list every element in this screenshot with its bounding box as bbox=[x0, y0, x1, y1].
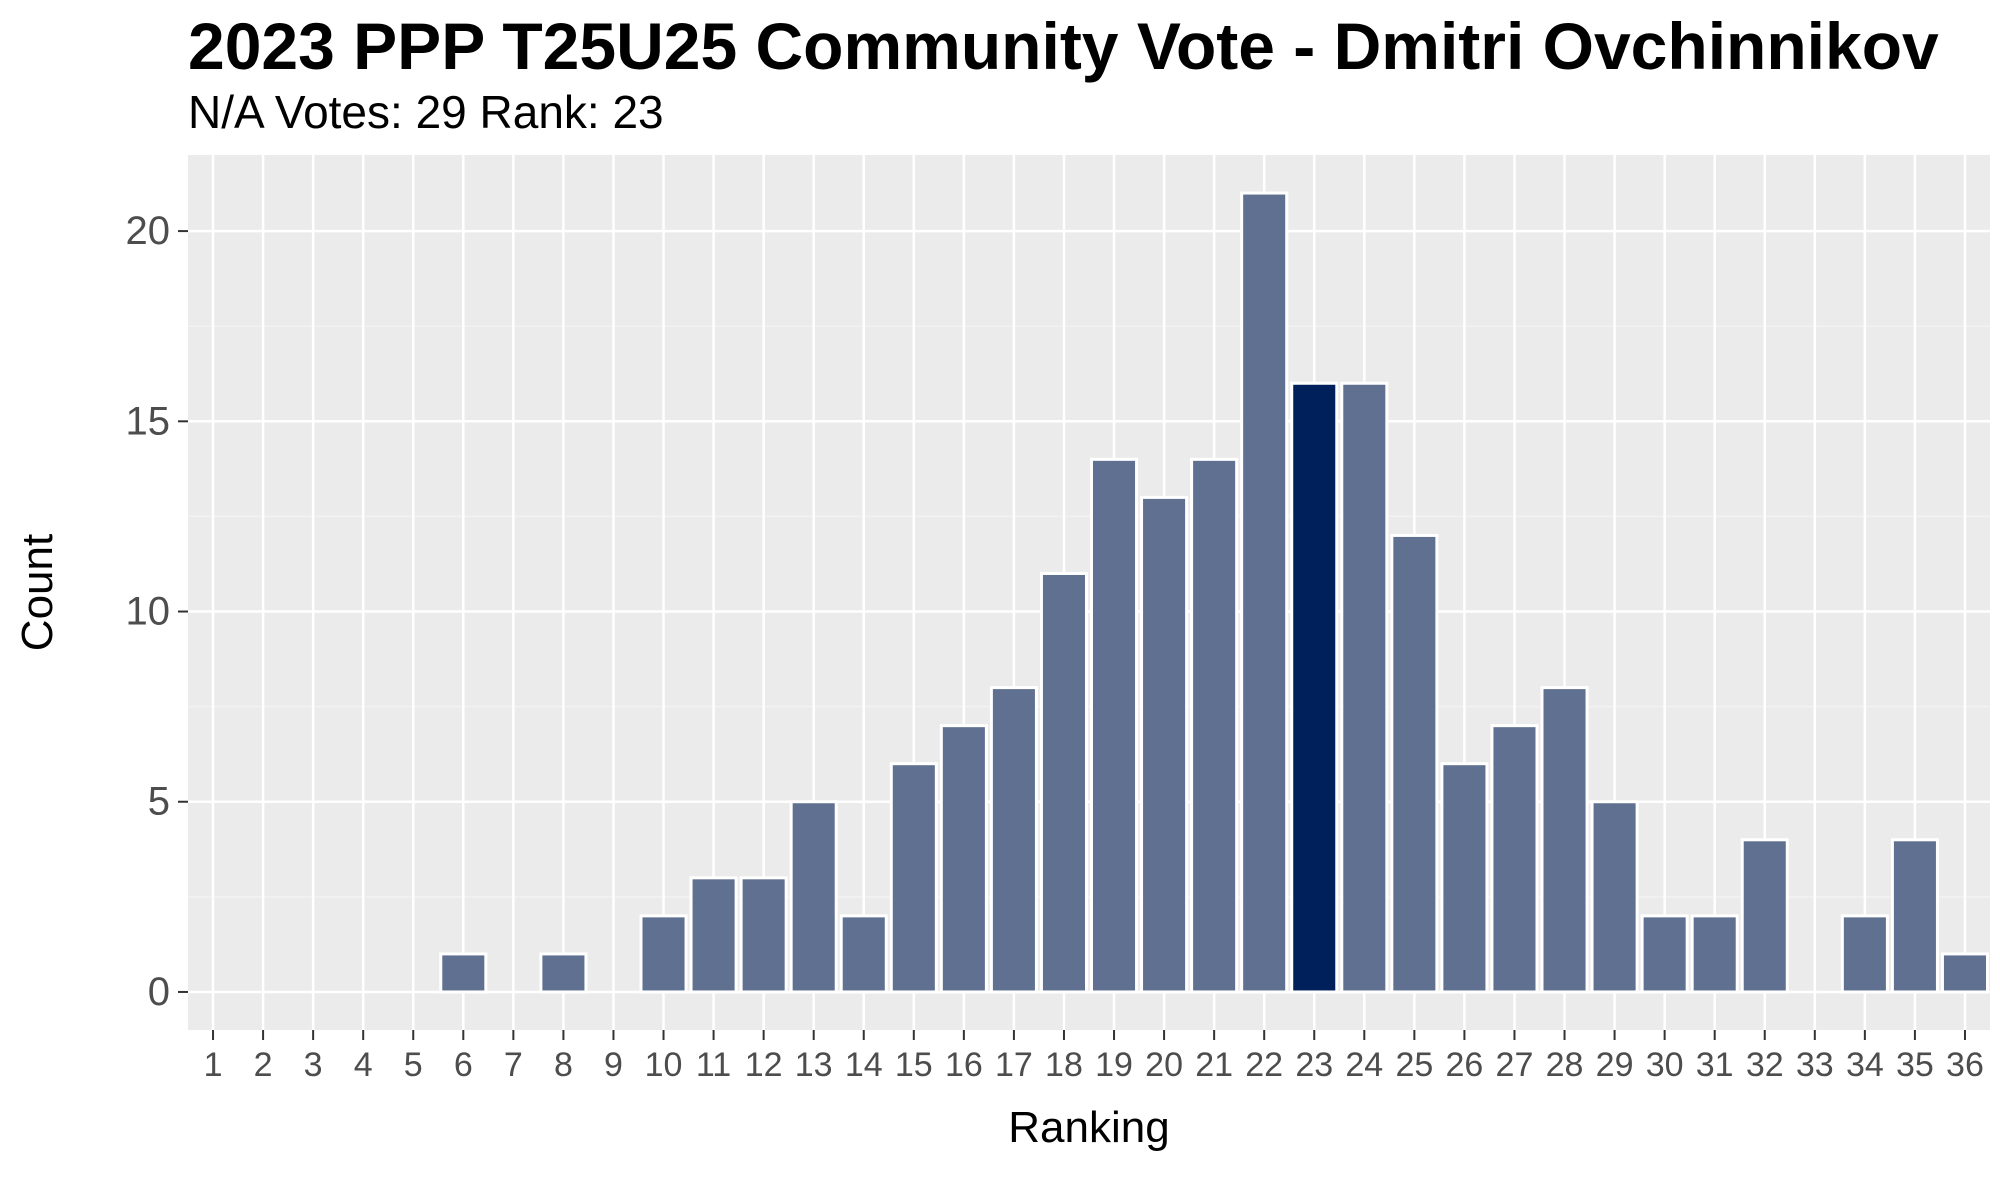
x-tick-label: 21 bbox=[1195, 1046, 1233, 1084]
y-axis-title: Count bbox=[13, 534, 62, 651]
bar bbox=[839, 914, 888, 994]
x-tick-label: 25 bbox=[1395, 1046, 1433, 1084]
x-tick-label: 36 bbox=[1946, 1046, 1984, 1084]
x-tick-label: 4 bbox=[354, 1046, 373, 1084]
x-tick-label: 30 bbox=[1646, 1046, 1684, 1084]
x-tick-label: 3 bbox=[304, 1046, 323, 1084]
x-tick-label: 29 bbox=[1596, 1046, 1634, 1084]
y-tick-label: 15 bbox=[126, 399, 171, 443]
bar bbox=[1590, 800, 1639, 994]
bar bbox=[539, 952, 588, 994]
x-tick-label: 24 bbox=[1345, 1046, 1383, 1084]
x-tick-label: 22 bbox=[1245, 1046, 1283, 1084]
chart-title: 2023 PPP T25U25 Community Vote - Dmitri … bbox=[188, 9, 1939, 83]
x-axis: 1 2 3 4 5 6 7 8 9 10 11 12 13 14 15 16 17 18 19 20 21 22 23 24 2… bbox=[204, 1030, 1984, 1084]
x-tick-label: 20 bbox=[1145, 1046, 1183, 1084]
x-tick-label: 10 bbox=[645, 1046, 683, 1084]
bar bbox=[889, 762, 938, 994]
bar bbox=[1540, 686, 1589, 994]
x-tick-label: 9 bbox=[604, 1046, 623, 1084]
x-tick-label: 28 bbox=[1546, 1046, 1584, 1084]
x-tick-label: 5 bbox=[404, 1046, 423, 1084]
x-tick-label: 12 bbox=[745, 1046, 783, 1084]
y-tick-label: 20 bbox=[126, 209, 171, 253]
bar bbox=[1640, 914, 1689, 994]
bar bbox=[989, 686, 1038, 994]
x-tick-label: 35 bbox=[1896, 1046, 1934, 1084]
bar bbox=[1039, 571, 1088, 994]
bar bbox=[1240, 191, 1289, 994]
bar bbox=[1090, 457, 1139, 994]
y-tick-label: 0 bbox=[148, 970, 170, 1014]
x-tick-label: 32 bbox=[1746, 1046, 1784, 1084]
x-tick-label: 6 bbox=[454, 1046, 473, 1084]
x-tick-label: 13 bbox=[795, 1046, 833, 1084]
x-tick-label: 33 bbox=[1796, 1046, 1834, 1084]
x-tick-label: 7 bbox=[504, 1046, 523, 1084]
x-tick-label: 27 bbox=[1496, 1046, 1534, 1084]
chart-subtitle: N/A Votes: 29 Rank: 23 bbox=[188, 86, 664, 138]
x-tick-label: 14 bbox=[845, 1046, 883, 1084]
x-tick-label: 18 bbox=[1045, 1046, 1083, 1084]
x-tick-label: 8 bbox=[554, 1046, 573, 1084]
x-axis-title: Ranking bbox=[1008, 1103, 1169, 1152]
bar bbox=[1440, 762, 1489, 994]
x-tick-label: 1 bbox=[204, 1046, 223, 1084]
bar-highlighted bbox=[1290, 381, 1339, 994]
x-tick-label: 26 bbox=[1446, 1046, 1484, 1084]
bar bbox=[789, 800, 838, 994]
bar bbox=[739, 876, 788, 994]
bar bbox=[1840, 914, 1889, 994]
x-tick-label: 16 bbox=[945, 1046, 983, 1084]
bar bbox=[1190, 457, 1239, 994]
x-tick-label: 19 bbox=[1095, 1046, 1133, 1084]
bar bbox=[1490, 724, 1539, 994]
plot-panel bbox=[188, 155, 1990, 1030]
y-axis: 0 5 10 15 20 bbox=[126, 209, 188, 1014]
x-tick-label: 31 bbox=[1696, 1046, 1734, 1084]
x-tick-label: 11 bbox=[696, 1046, 731, 1084]
bar bbox=[1340, 381, 1389, 994]
bar bbox=[939, 724, 988, 994]
bars bbox=[439, 191, 1989, 994]
y-tick-label: 5 bbox=[148, 780, 170, 824]
x-tick-label: 17 bbox=[995, 1046, 1033, 1084]
bar bbox=[1890, 838, 1939, 994]
bar bbox=[1390, 533, 1439, 994]
bar bbox=[1140, 495, 1189, 994]
bar bbox=[1940, 952, 1989, 994]
bar bbox=[1690, 914, 1739, 994]
x-tick-label: 23 bbox=[1295, 1046, 1333, 1084]
y-tick-label: 10 bbox=[126, 590, 171, 634]
bar bbox=[1740, 838, 1789, 994]
bar bbox=[689, 876, 738, 994]
x-tick-label: 2 bbox=[254, 1046, 273, 1084]
bar bbox=[439, 952, 488, 994]
x-tick-label: 34 bbox=[1846, 1046, 1884, 1084]
x-tick-label: 15 bbox=[895, 1046, 933, 1084]
bar bbox=[639, 914, 688, 994]
